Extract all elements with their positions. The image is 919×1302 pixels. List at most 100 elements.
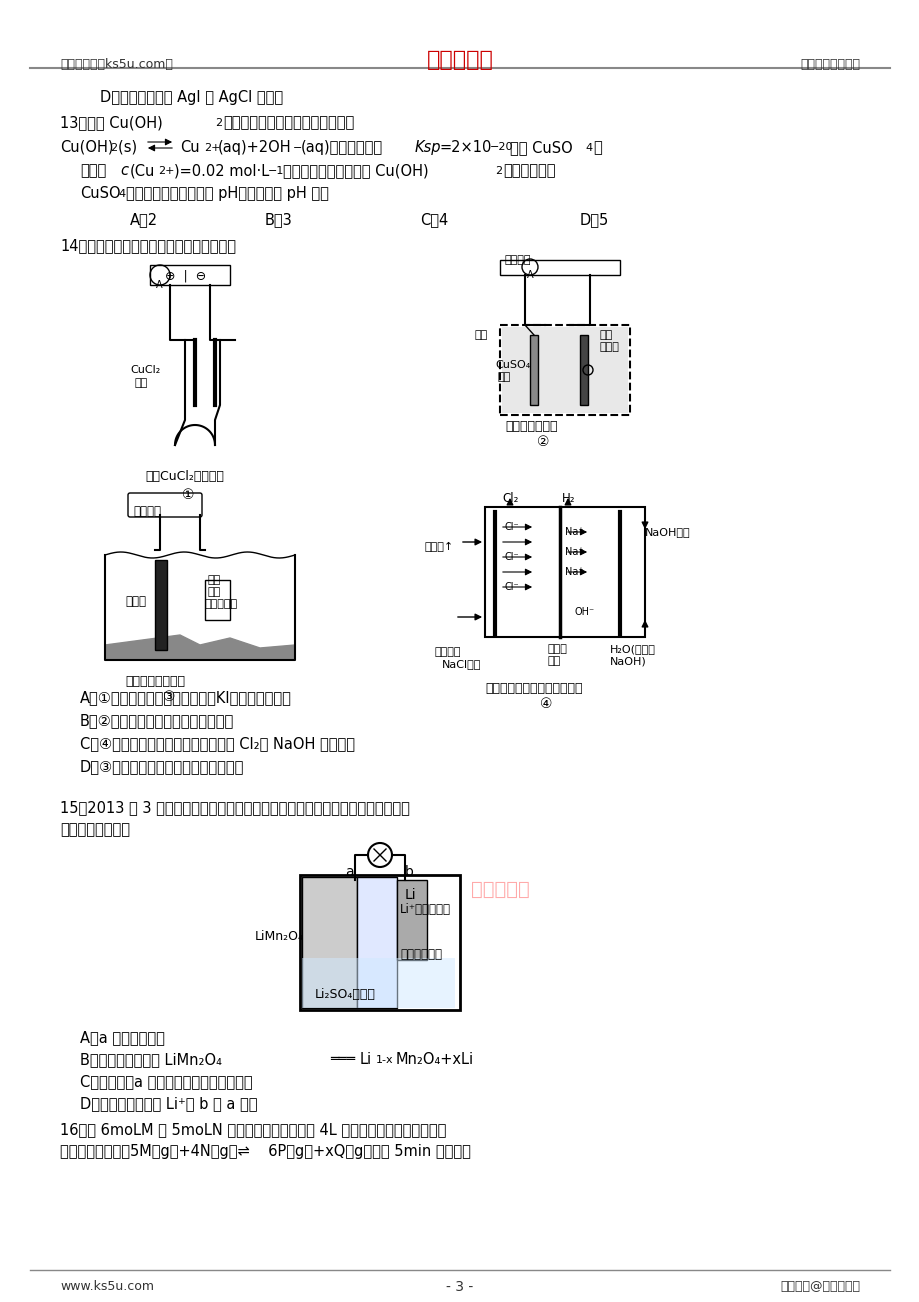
Text: 高考资源网: 高考资源网: [471, 880, 528, 898]
Text: www.ks5u.com: www.ks5u.com: [60, 1280, 153, 1293]
Text: 13．已知 Cu(OH): 13．已知 Cu(OH): [60, 115, 163, 130]
Text: NaOH): NaOH): [609, 656, 646, 667]
Text: Cl⁻: Cl⁻: [505, 552, 519, 562]
Bar: [397, 880, 426, 960]
Text: 溶液: 溶液: [497, 372, 511, 381]
Text: 14．下列关于各图的说法，正确的是（　）: 14．下列关于各图的说法，正确的是（ ）: [60, 238, 236, 253]
Text: D．放电时，溶液中 Li⁺从 b 向 a 迁移: D．放电时，溶液中 Li⁺从 b 向 a 迁移: [80, 1096, 257, 1111]
Text: 辅助: 辅助: [208, 575, 221, 585]
Text: A: A: [156, 280, 163, 290]
Text: Li₂SO₄水溶液: Li₂SO₄水溶液: [314, 988, 376, 1001]
Text: CuSO: CuSO: [80, 186, 120, 201]
Text: B．3: B．3: [265, 212, 292, 227]
Text: c: c: [119, 163, 128, 178]
Text: 钢铁的电化学防护: 钢铁的电化学防护: [125, 674, 185, 687]
Text: ═══: ═══: [330, 1052, 355, 1066]
Text: (Cu: (Cu: [130, 163, 155, 178]
Text: D．实验可以证明 AgI 比 AgCl 更难溶: D．实验可以证明 AgI 比 AgCl 更难溶: [100, 90, 283, 105]
Bar: [357, 878, 397, 1008]
Text: −1: −1: [267, 165, 284, 176]
Text: 高考资源网（ks5u.com）: 高考资源网（ks5u.com）: [60, 59, 173, 72]
Text: A．a 为电池的正极: A．a 为电池的正极: [80, 1030, 165, 1046]
Text: NaOH溶液: NaOH溶液: [644, 527, 690, 536]
Text: 。某 CuSO: 。某 CuSO: [509, 141, 573, 155]
Text: 电解CuCl₂溶液装置: 电解CuCl₂溶液装置: [145, 470, 223, 483]
Text: Na⁺: Na⁺: [564, 527, 583, 536]
Text: Na⁺: Na⁺: [564, 547, 583, 557]
Text: 沉淀，需要向: 沉淀，需要向: [503, 163, 555, 178]
Text: 高考资源网: 高考资源网: [426, 49, 493, 70]
Text: a: a: [345, 865, 353, 879]
Text: (aq)+2OH: (aq)+2OH: [218, 141, 291, 155]
Bar: [579, 335, 587, 405]
Text: 淡盐水↑: 淡盐水↑: [425, 542, 454, 552]
Text: 铁制品: 铁制品: [599, 342, 619, 352]
Text: ③: ③: [163, 690, 176, 704]
Text: A．2: A．2: [130, 212, 158, 227]
Bar: [357, 878, 397, 1008]
Text: 2+: 2+: [204, 143, 221, 154]
Polygon shape: [105, 635, 295, 660]
Text: （不溶性）: （不溶性）: [205, 599, 238, 609]
Text: 15．2013 年 3 月我国科学家报道了如图所示的水溶液锂离子电池体系。下列叙述: 15．2013 年 3 月我国科学家报道了如图所示的水溶液锂离子电池体系。下列叙…: [60, 799, 410, 815]
Text: D．5: D．5: [579, 212, 608, 227]
Text: A: A: [527, 270, 533, 280]
Text: ，在常温下如果要生成 Cu(OH): ，在常温下如果要生成 Cu(OH): [283, 163, 428, 178]
Bar: [502, 327, 628, 413]
Text: CuSO₄: CuSO₄: [494, 359, 529, 370]
Text: NaCl溶液: NaCl溶液: [441, 659, 481, 669]
Text: 电极: 电极: [208, 587, 221, 598]
Text: Cu(OH): Cu(OH): [60, 141, 113, 155]
Text: - 3 -: - 3 -: [446, 1280, 473, 1294]
Text: Li⁺快离子导体: Li⁺快离子导体: [400, 904, 450, 917]
Text: D．③中钢闸门应与外接电源的正极相连: D．③中钢闸门应与外接电源的正极相连: [80, 759, 244, 773]
Text: Li: Li: [404, 888, 416, 902]
Bar: [499, 326, 630, 415]
Text: A．①中阴极处能产生使湿润淀粉KI试纸变蓝的气体: A．①中阴极处能产生使湿润淀粉KI试纸变蓝的气体: [80, 690, 291, 704]
Text: C．4: C．4: [420, 212, 448, 227]
Text: 离子交换膜法电解原理示意图: 离子交换膜法电解原理示意图: [484, 682, 582, 695]
Bar: [154, 560, 167, 650]
Text: −: −: [292, 143, 302, 154]
Text: )=0.02 mol·L: )=0.02 mol·L: [174, 163, 269, 178]
Text: ④: ④: [539, 697, 552, 711]
Text: ②: ②: [537, 435, 549, 449]
Bar: [150, 266, 230, 285]
Text: 溶液加入碱溶液来调整 pH，使溶液的 pH 大于: 溶液加入碱溶液来调整 pH，使溶液的 pH 大于: [126, 186, 328, 201]
Text: 1-x: 1-x: [376, 1055, 393, 1065]
Text: 待镀: 待镀: [599, 329, 613, 340]
Text: 4: 4: [118, 189, 125, 199]
Bar: [301, 958, 455, 1008]
Text: H₂: H₂: [562, 492, 575, 505]
Text: 聚合物电解质: 聚合物电解质: [400, 948, 441, 961]
Text: H₂O(含少量: H₂O(含少量: [609, 644, 655, 654]
Text: B．电池充电反应为 LiMn₂O₄: B．电池充电反应为 LiMn₂O₄: [80, 1052, 221, 1068]
Text: (aq)，在常温下，: (aq)，在常温下，: [301, 141, 382, 155]
Text: 换膜: 换膜: [548, 656, 561, 667]
Text: 错误的是（　　）: 错误的是（ ）: [60, 822, 130, 837]
Text: Mn₂O₄+xLi: Mn₂O₄+xLi: [395, 1052, 473, 1068]
Text: C．④中的离子交换膜可以避免生成的 Cl₂与 NaOH 溶液反应: C．④中的离子交换膜可以避免生成的 Cl₂与 NaOH 溶液反应: [80, 736, 355, 751]
Text: C．放电时，a 极锂元素的化合价发生变化: C．放电时，a 极锂元素的化合价发生变化: [80, 1074, 253, 1088]
Text: ①: ①: [182, 488, 194, 503]
Text: 离子交: 离子交: [548, 644, 567, 654]
FancyBboxPatch shape: [128, 493, 202, 517]
Text: CuCl₂: CuCl₂: [130, 365, 160, 375]
Bar: [301, 878, 357, 1008]
Text: Cu: Cu: [180, 141, 199, 155]
Text: Na⁺: Na⁺: [564, 566, 583, 577]
Text: 钢闸门: 钢闸门: [125, 595, 146, 608]
Text: 4: 4: [584, 143, 592, 154]
Text: 您身边的高考专家: 您身边的高考专家: [800, 59, 859, 72]
Text: 版权所有@高考资源网: 版权所有@高考资源网: [779, 1280, 859, 1293]
Text: 在水中存在着如下沉淀溶解平衡：: 在水中存在着如下沉淀溶解平衡：: [222, 115, 354, 130]
Bar: [300, 875, 460, 1010]
Bar: [529, 335, 538, 405]
Text: Cl₂: Cl₂: [502, 492, 517, 505]
Bar: [499, 260, 619, 275]
Text: 铜片: 铜片: [474, 329, 488, 340]
Text: Cl⁻: Cl⁻: [505, 582, 519, 592]
Text: OH⁻: OH⁻: [574, 607, 595, 617]
Text: 电镀铜实验装置: 电镀铜实验装置: [505, 421, 557, 434]
Text: 2: 2: [494, 165, 502, 176]
